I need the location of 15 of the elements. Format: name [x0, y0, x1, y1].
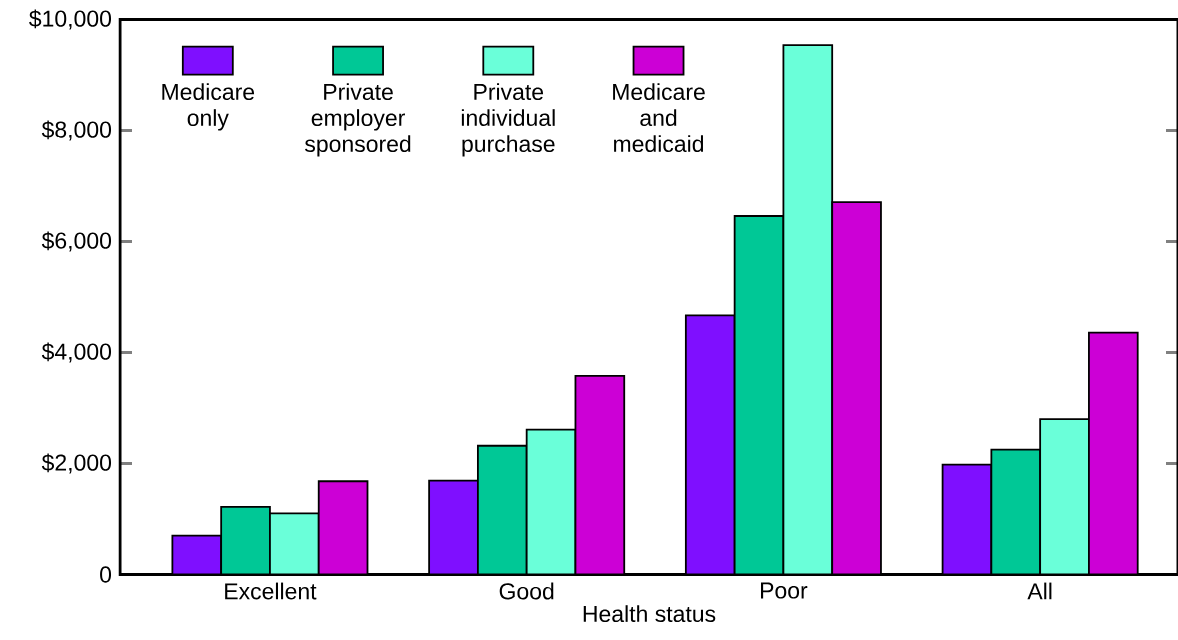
y-tick-label: $6,000	[41, 231, 112, 252]
x-tick-label: Poor	[761, 582, 808, 599]
y-tick-label: 0	[100, 566, 112, 583]
legend-label: Medicare and medicaid	[613, 83, 705, 153]
legend-label: Private individual purchase	[461, 83, 555, 157]
x-tick-label: All	[1027, 582, 1052, 600]
legend-label: Private employer sponsored	[304, 83, 411, 157]
y-tick-label: $8,000	[41, 120, 112, 141]
x-tick-label: Good	[499, 582, 554, 600]
legend-label: Medicare only	[162, 83, 255, 131]
x-axis-title: Health status	[583, 605, 716, 623]
y-tick-label: $4,000	[41, 342, 112, 363]
y-tick-label: $10,000	[29, 9, 112, 30]
x-tick-label: Excellent	[225, 582, 317, 600]
y-tick-label: $2,000	[41, 453, 112, 474]
